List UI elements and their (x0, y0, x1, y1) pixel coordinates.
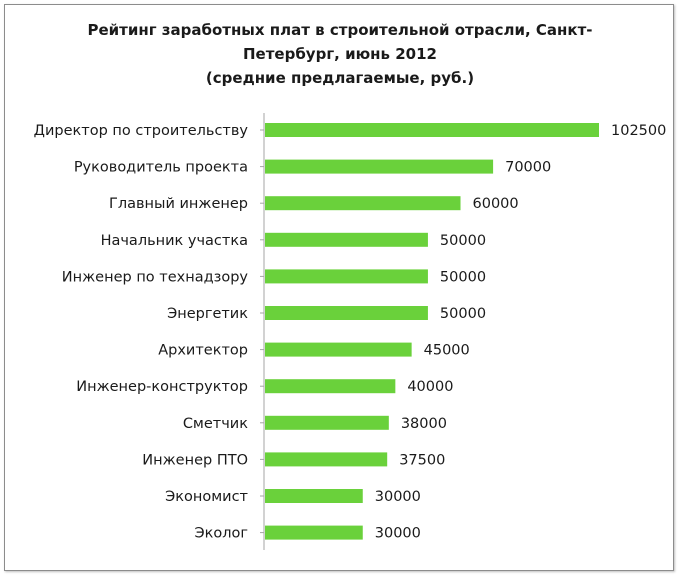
category-label: Начальник участка (101, 233, 248, 249)
value-label: 30000 (375, 489, 421, 505)
category-label: Директор по строительству (34, 123, 249, 139)
value-label: 40000 (407, 379, 453, 395)
bar (265, 525, 363, 540)
bar (265, 269, 428, 284)
category-label: Руководитель проекта (74, 160, 248, 176)
value-label: 38000 (401, 416, 447, 432)
value-label: 102500 (611, 123, 666, 139)
value-label: 60000 (473, 196, 519, 212)
bar (265, 415, 389, 430)
bar (265, 452, 388, 467)
bar (265, 489, 363, 503)
value-label: 45000 (424, 343, 470, 359)
bar (265, 232, 428, 247)
value-label: 50000 (440, 306, 486, 322)
category-label: Экономист (165, 489, 248, 505)
category-label: Энергетик (167, 306, 248, 322)
value-label: 50000 (440, 269, 486, 285)
bar (265, 159, 494, 174)
bar-rows: Директор по строительству 102500 Руководит… (34, 123, 666, 542)
category-label: Главный инженер (109, 196, 248, 212)
category-label: Инженер ПТО (142, 452, 248, 468)
chart-title-line-1: Рейтинг заработных плат в строительной о… (87, 21, 593, 39)
bar (265, 123, 599, 137)
category-label: Эколог (194, 526, 248, 542)
bar (265, 379, 396, 394)
value-label: 37500 (399, 452, 445, 468)
category-label: Инженер-конструктор (76, 379, 248, 395)
value-label: 70000 (505, 160, 551, 176)
bar (265, 196, 461, 211)
category-label: Инженер по технадзору (62, 269, 249, 285)
category-label: Архитектор (158, 343, 248, 359)
category-label: Сметчик (183, 416, 248, 432)
bar (265, 306, 428, 320)
bar (265, 342, 412, 357)
chart-title-line-2: Петербург, июнь 2012 (243, 45, 437, 63)
value-label: 30000 (375, 526, 421, 542)
chart-title: Рейтинг заработных плат в строительной о… (60, 18, 620, 90)
chart-title-line-3: (средние предлагаемые, руб.) (205, 69, 475, 87)
value-label: 50000 (440, 233, 486, 249)
chart-frame (4, 4, 674, 571)
